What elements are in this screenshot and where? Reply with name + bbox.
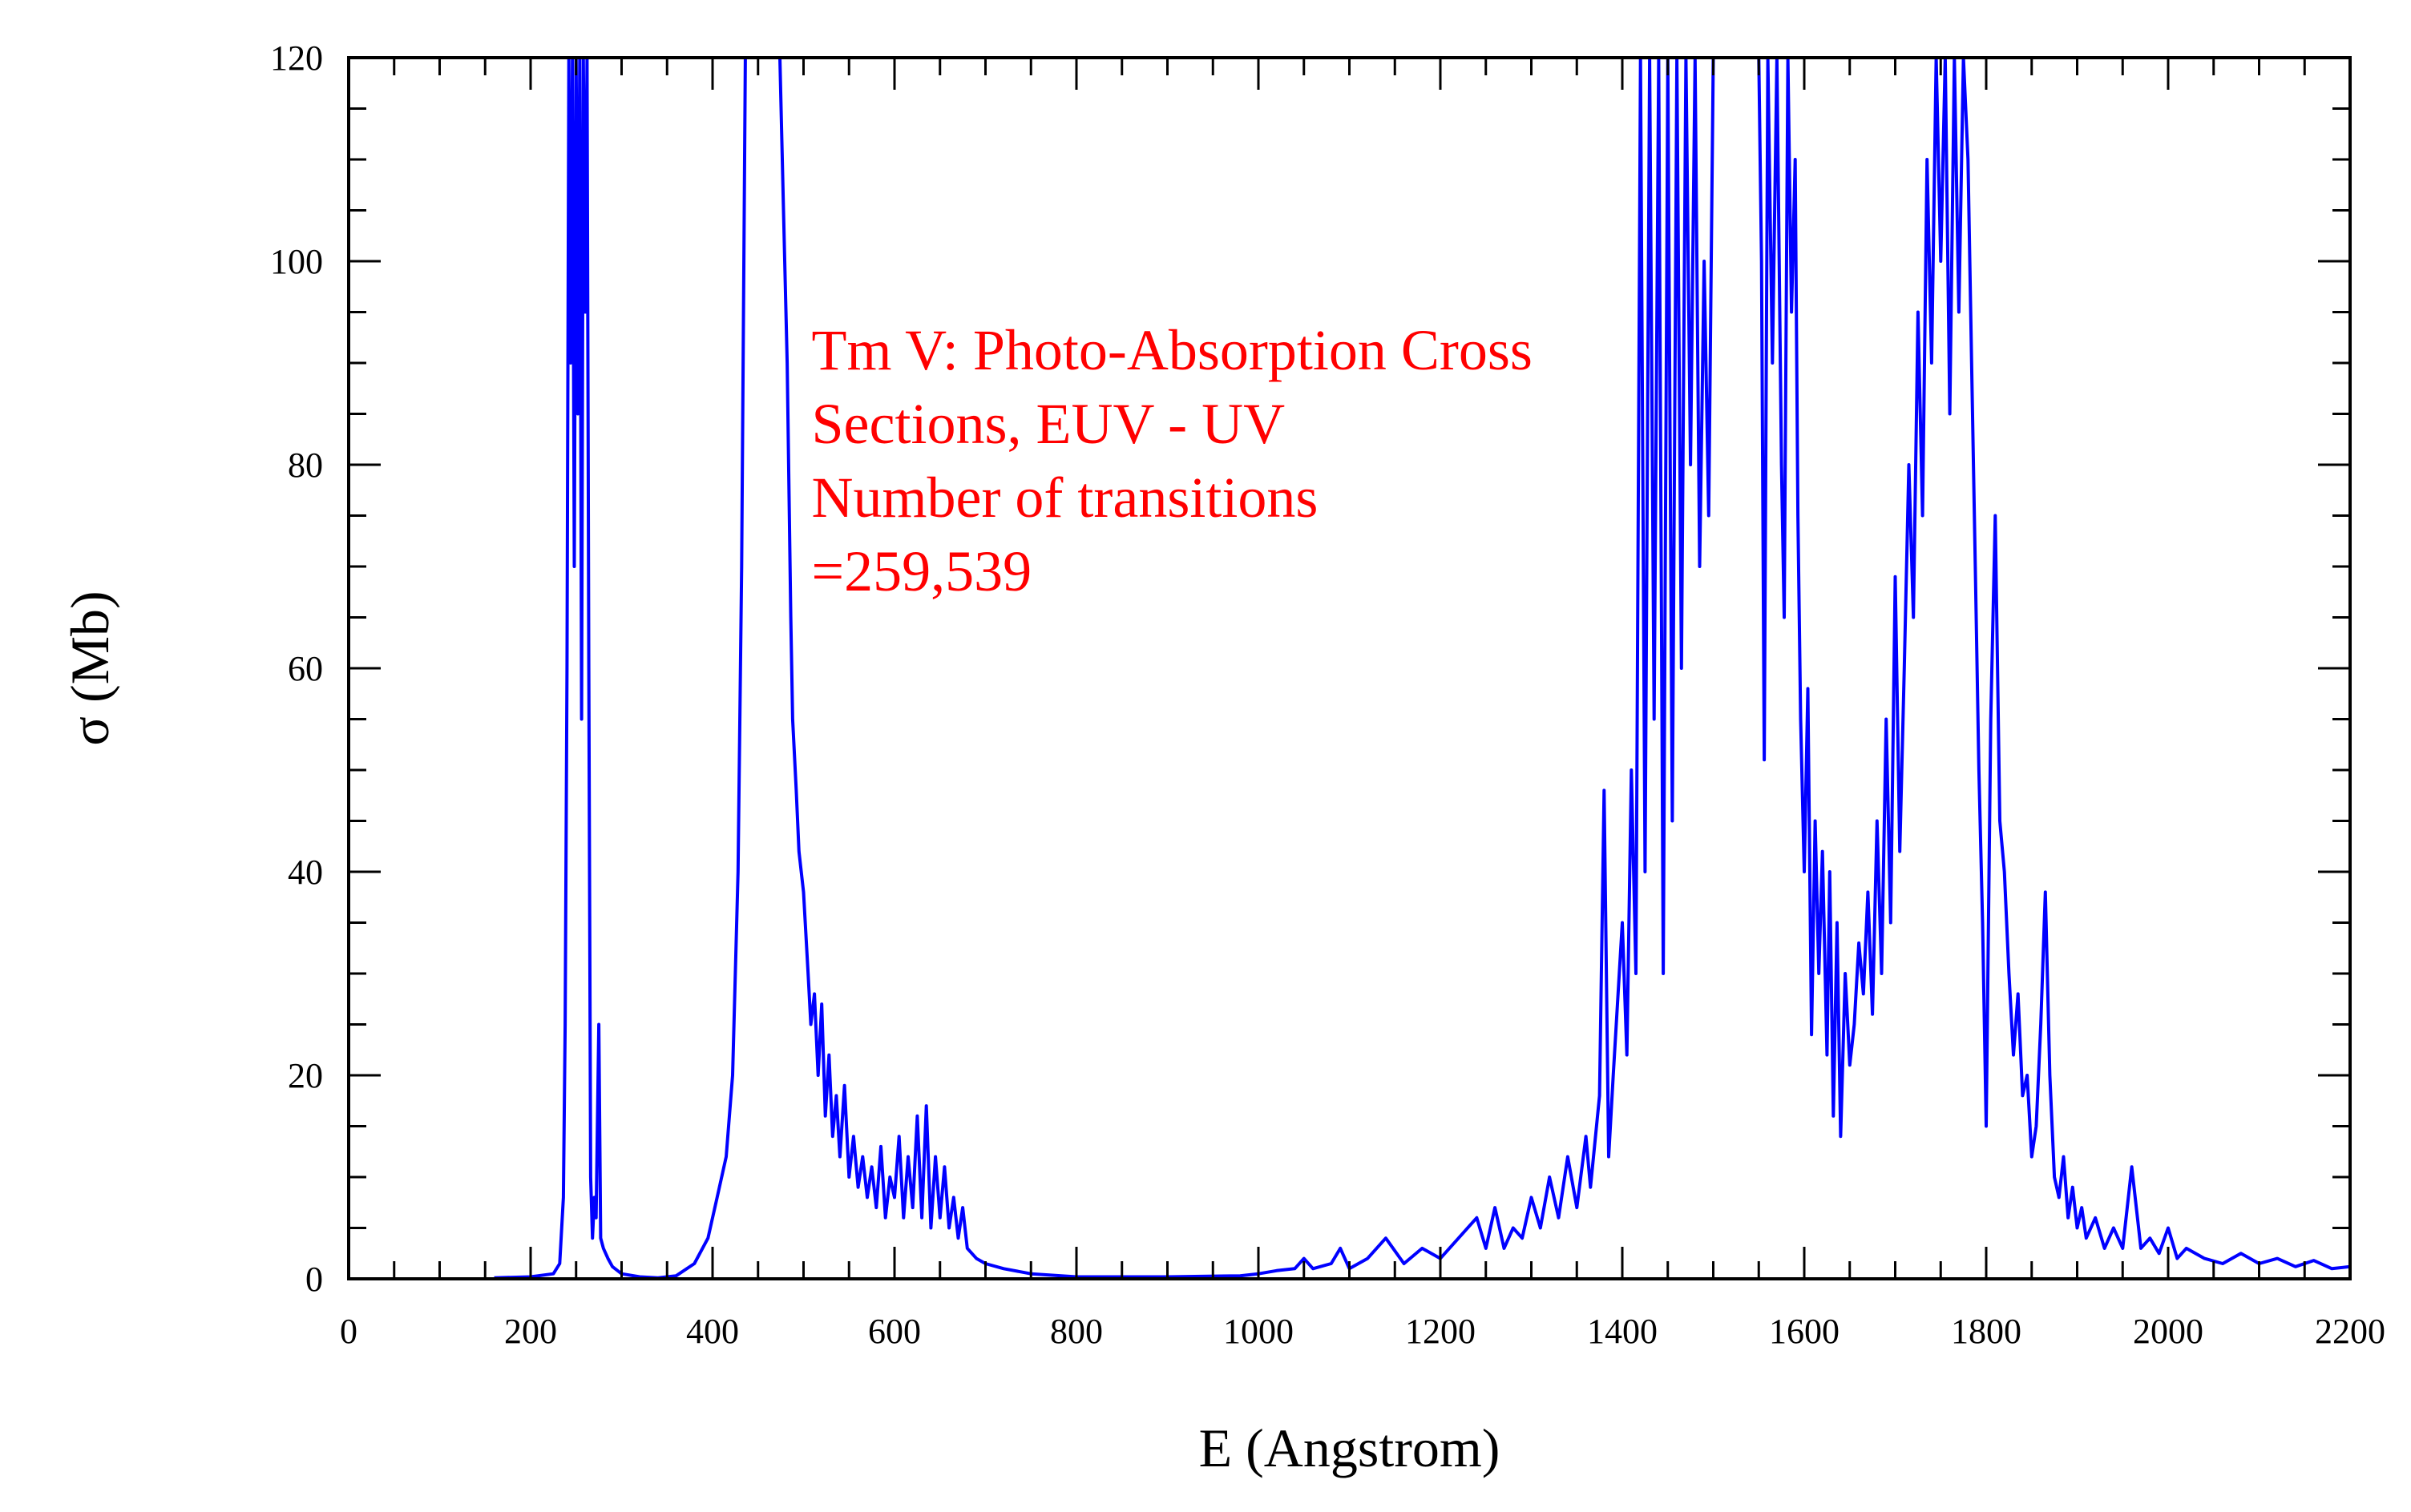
x-tick-label: 400 <box>686 1312 739 1351</box>
annotation-line: Sections, EUV - UV <box>812 392 1286 456</box>
x-tick-label: 0 <box>340 1312 357 1351</box>
y-tick-label: 100 <box>270 242 323 281</box>
annotation: Tm V: Photo-Absorption Cross Sections, EU… <box>812 318 1533 603</box>
plot-frame <box>347 56 2352 1280</box>
y-tick-label: 80 <box>288 446 323 485</box>
x-tick-label: 1800 <box>1951 1312 2021 1351</box>
y-tick-label: 20 <box>288 1056 323 1095</box>
y-tick-label: 40 <box>288 853 323 892</box>
x-tick-label: 2200 <box>2315 1312 2385 1351</box>
x-tick-label: 1600 <box>1769 1312 1840 1351</box>
tick-labels: 0 200 400 600 800 1000 1200 1400 1600 1800 2000 220… <box>270 38 2385 1351</box>
x-tick-label: 1400 <box>1587 1312 1658 1351</box>
x-tick-label: 200 <box>504 1312 557 1351</box>
x-tick-label: 800 <box>1050 1312 1103 1351</box>
annotation-line: Number of transitions <box>812 466 1319 530</box>
series-layer <box>494 56 2351 1280</box>
x-tick-label: 2000 <box>2133 1312 2203 1351</box>
series-line-0 <box>494 56 2351 1280</box>
annotation-line: Tm V: Photo-Absorption Cross <box>812 318 1533 382</box>
x-tick-label: 600 <box>868 1312 921 1351</box>
y-axis-title: σ (Mb) <box>59 591 120 745</box>
x-tick-label: 1000 <box>1223 1312 1294 1351</box>
x-axis-title: E (Angstrom) <box>1199 1417 1500 1478</box>
y-tick-label: 60 <box>288 649 323 688</box>
y-tick-label: 120 <box>270 38 323 78</box>
x-tick-label: 1200 <box>1405 1312 1476 1351</box>
y-tick-label: 0 <box>305 1260 323 1299</box>
annotation-line: =259,539 <box>812 539 1032 603</box>
